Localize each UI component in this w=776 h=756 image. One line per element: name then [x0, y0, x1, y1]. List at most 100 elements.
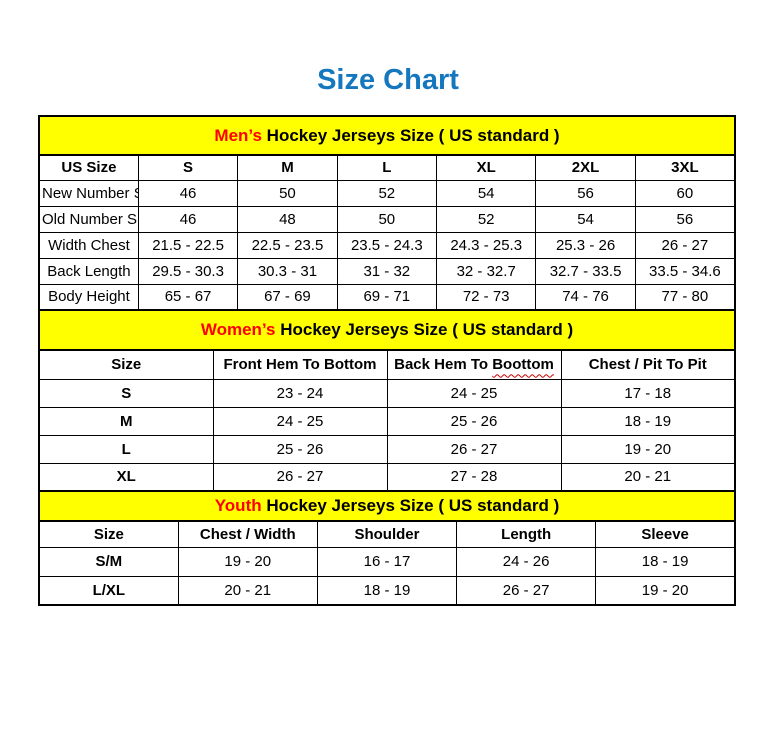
mens-banner-text: Hockey Jerseys Size ( US standard )	[261, 125, 560, 145]
size-value-cell: 50	[237, 179, 338, 207]
row-label: Body Height	[38, 283, 139, 311]
size-value-cell: 23 - 24	[212, 378, 388, 408]
size-value-cell: 52	[435, 205, 537, 233]
row-label: XL	[38, 462, 214, 492]
size-value-cell: 54	[435, 179, 537, 207]
size-value-cell: 74 - 76	[535, 283, 636, 311]
size-value-cell: 50	[336, 205, 438, 233]
column-header-label: Sleeve	[641, 525, 689, 543]
youth-column-header-row: Size Chest / Width Shoulder Length Sleeve	[38, 520, 736, 548]
size-value-cell: 77 - 80	[634, 283, 736, 311]
size-value-cell: 32 - 32.7	[435, 257, 537, 285]
size-value-cell: 25 - 26	[212, 434, 388, 464]
mens-size-table: Men’s Hockey Jerseys Size ( US standard …	[38, 115, 736, 311]
row-label: S	[38, 378, 214, 408]
womens-column-header-row: Size Front Hem To Bottom Back Hem To Boott…	[38, 349, 736, 380]
row-label: Old Number Size	[38, 205, 139, 233]
column-header-label: XL	[476, 159, 496, 177]
womens-size-table: Women’s Hockey Jerseys Size ( US standar…	[38, 309, 736, 492]
table-row: Width Chest 21.5 - 22.5 22.5 - 23.5 23.5 - …	[38, 231, 736, 259]
column-header: XL	[435, 154, 537, 181]
table-row: M 24 - 25 25 - 26 18 - 19	[38, 406, 736, 436]
table-row: Old Number Size464850525456	[38, 205, 736, 233]
column-header: Chest / Width	[177, 520, 318, 548]
size-value-cell: 52	[336, 179, 438, 207]
size-value-cell: 19 - 20	[177, 546, 318, 577]
misspelled-word: Boottom	[492, 356, 554, 374]
womens-banner-accent: Women’s	[200, 320, 276, 339]
size-value-cell: 19 - 20	[595, 575, 736, 606]
size-value-cell: 20 - 21	[177, 575, 318, 606]
size-value-cell: 26 - 27	[634, 231, 736, 259]
size-value-cell: 21.5 - 22.5	[137, 231, 239, 259]
table-row: S 23 - 24 24 - 25 17 - 18	[38, 378, 736, 408]
size-value-cell: 25 - 26	[386, 406, 562, 436]
youth-banner-row: Youth Hockey Jerseys Size ( US standard …	[38, 490, 736, 522]
size-tables-container: Men’s Hockey Jerseys Size ( US standard …	[38, 115, 736, 606]
column-header-label: 2XL	[571, 159, 600, 177]
column-header-label: Chest / Width	[199, 525, 296, 543]
column-header-label: S	[183, 159, 194, 177]
column-header: Front Hem To Bottom	[212, 349, 388, 380]
size-value-cell: 23.5 - 24.3	[336, 231, 438, 259]
size-value-cell: 25.3 - 26	[535, 231, 636, 259]
size-value-cell: 22.5 - 23.5	[237, 231, 338, 259]
table-row: Back Length 29.5 - 30.3 30.3 - 31 31 - 32 32…	[38, 257, 736, 285]
row-label: New Number Size	[38, 179, 139, 207]
table-row: S/M 19 - 20 16 - 17 24 - 26 18 - 19	[38, 546, 736, 577]
size-value-cell: 65 - 67	[137, 283, 239, 311]
row-label: L/XL	[38, 575, 179, 606]
column-header: Shoulder	[316, 520, 458, 548]
table-row: L/XL 20 - 21 18 - 19 26 - 27 19 - 20	[38, 575, 736, 606]
size-value-cell: 17 - 18	[560, 378, 736, 408]
size-value-cell: 31 - 32	[336, 257, 438, 285]
column-header: S	[137, 154, 239, 181]
size-value-cell: 24.3 - 25.3	[435, 231, 537, 259]
column-header-label: Chest / Pit To Pit	[588, 356, 707, 374]
size-value-cell: 26 - 27	[456, 575, 597, 606]
size-value-cell: 33.5 - 34.6	[634, 257, 736, 285]
size-value-cell: 18 - 19	[595, 546, 736, 577]
row-label: Width Chest	[38, 231, 139, 259]
size-value-cell: 56	[535, 179, 636, 207]
size-value-cell: 29.5 - 30.3	[137, 257, 239, 285]
column-header-label: 3XL	[671, 159, 699, 177]
column-header: L	[336, 154, 438, 181]
size-value-cell: 20 - 21	[560, 462, 736, 492]
size-value-cell: 26 - 27	[386, 434, 562, 464]
column-header: Length	[456, 520, 597, 548]
column-header: Back Hem To Boottom	[386, 349, 562, 380]
size-value-cell: 72 - 73	[435, 283, 537, 311]
column-header: 3XL	[634, 154, 736, 181]
youth-size-table: Youth Hockey Jerseys Size ( US standard …	[38, 490, 736, 606]
column-header: 2XL	[535, 154, 636, 181]
column-header-label: Shoulder	[354, 525, 420, 543]
size-value-cell: 24 - 26	[456, 546, 597, 577]
column-header-label: US Size	[61, 159, 117, 177]
column-header-label: Size	[111, 356, 142, 374]
table-row: XL 26 - 27 27 - 28 20 - 21	[38, 462, 736, 492]
table-row: New Number Size465052545660	[38, 179, 736, 207]
youth-banner-accent: Youth	[214, 496, 262, 515]
size-value-cell: 27 - 28	[386, 462, 562, 492]
column-header: US Size	[38, 154, 139, 181]
womens-banner: Women’s Hockey Jerseys Size ( US standar…	[38, 309, 736, 351]
size-value-cell: 69 - 71	[336, 283, 438, 311]
mens-banner-row: Men’s Hockey Jerseys Size ( US standard …	[38, 115, 736, 156]
column-header-label: Size	[93, 525, 124, 543]
size-value-cell: 46	[137, 205, 239, 233]
size-value-cell: 46	[137, 179, 239, 207]
column-header: Size	[38, 520, 179, 548]
column-header-label: Front Hem To Bottom	[223, 356, 377, 374]
column-header: M	[237, 154, 338, 181]
table-row: L 25 - 26 26 - 27 19 - 20	[38, 434, 736, 464]
size-chart-page: Size Chart Men’s Hockey Jerseys Size ( U…	[0, 64, 776, 606]
column-header: Chest / Pit To Pit	[560, 349, 736, 380]
size-value-cell: 18 - 19	[316, 575, 458, 606]
youth-banner: Youth Hockey Jerseys Size ( US standard …	[38, 490, 736, 522]
mens-banner: Men’s Hockey Jerseys Size ( US standard …	[38, 115, 736, 156]
size-value-cell: 18 - 19	[560, 406, 736, 436]
size-value-cell: 26 - 27	[212, 462, 388, 492]
size-value-cell: 48	[237, 205, 338, 233]
size-value-cell: 30.3 - 31	[237, 257, 338, 285]
